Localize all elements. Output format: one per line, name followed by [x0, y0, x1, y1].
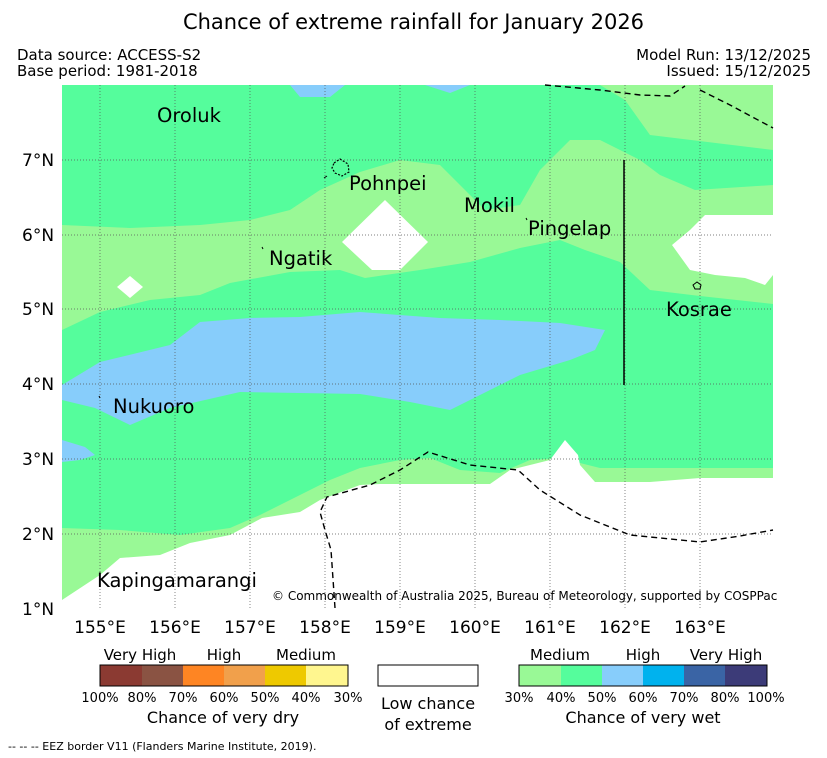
- dry-medium-label: Medium: [276, 646, 336, 664]
- pohnpei-islet: [323, 175, 328, 179]
- graticule: [62, 85, 773, 608]
- meta-left: Data source: ACCESS-S2 Base period: 1981…: [17, 47, 201, 79]
- meta-right: Model Run: 13/12/2025 Issued: 15/12/2025: [636, 47, 811, 79]
- dry-title: Chance of very dry: [147, 708, 299, 727]
- dry-high-label: High: [207, 646, 241, 664]
- pohnpei-island: [331, 158, 350, 177]
- low-line2: of extreme: [384, 715, 471, 734]
- legend-dry: Very High High Medium 100% 80% 70% 60% 5…: [81, 646, 362, 727]
- region-very-high-wet: [62, 312, 605, 425]
- lat-label: 1°N: [22, 600, 54, 620]
- lat-label: 2°N: [22, 525, 54, 545]
- region-very-high-wet-top: [290, 85, 345, 97]
- lat-label: 5°N: [22, 300, 54, 320]
- wet-tick: 80%: [711, 691, 740, 706]
- dry-tick: 40%: [292, 691, 321, 706]
- region-very-high-wet-top2: [425, 85, 470, 93]
- wet-very-high-label: Very High: [690, 646, 763, 664]
- label-pohnpei: Pohnpei: [349, 172, 427, 195]
- lat-label: 7°N: [22, 151, 54, 171]
- dry-swatch: [142, 665, 183, 686]
- wet-swatch: [725, 665, 767, 686]
- kosrae-island: [692, 281, 702, 290]
- low-line1: Low chance: [381, 694, 475, 713]
- issued-date: Issued: 15/12/2025: [666, 62, 811, 80]
- eez-border: [319, 84, 774, 609]
- region-low-chance-south: [62, 440, 773, 608]
- dry-swatch: [306, 665, 348, 686]
- dry-swatch: [265, 665, 306, 686]
- lon-label: 157°E: [224, 618, 276, 638]
- data-source: Data source: ACCESS-S2: [17, 46, 202, 64]
- page-title: Chance of extreme rainfall for January 2…: [182, 10, 645, 34]
- dry-swatch: [224, 665, 265, 686]
- pingelap-islet: [525, 217, 528, 221]
- region-low-chance-west: [117, 276, 143, 298]
- label-ngatik: Ngatik: [269, 247, 333, 270]
- wet-swatch: [684, 665, 725, 686]
- ngatik-islet: [261, 246, 264, 250]
- wet-tick: 100%: [747, 691, 784, 706]
- lon-label: 155°E: [74, 618, 126, 638]
- label-kapingamarangi: Kapingamarangi: [97, 569, 257, 592]
- label-pingelap: Pingelap: [528, 217, 611, 240]
- dry-tick: 80%: [128, 691, 157, 706]
- low-swatch: [377, 664, 479, 687]
- label-nukuoro: Nukuoro: [113, 395, 194, 418]
- lon-label: 161°E: [524, 618, 576, 638]
- lon-label: 162°E: [599, 618, 651, 638]
- wet-tick: 50%: [588, 691, 617, 706]
- label-mokil: Mokil: [464, 194, 515, 217]
- legend-low: Low chance of extreme: [377, 664, 479, 734]
- wet-tick: 40%: [547, 691, 576, 706]
- nukuoro-islet: [98, 395, 101, 399]
- base-period: Base period: 1981-2018: [17, 62, 198, 80]
- lat-axis: 7°N 6°N 5°N 4°N 3°N 2°N 1°N: [22, 151, 54, 620]
- region-low-chance-east: [672, 215, 773, 285]
- legend-wet: Medium High Very High 30% 40% 50% 60% 70…: [505, 646, 785, 727]
- lat-label: 4°N: [22, 375, 54, 395]
- model-run: Model Run: 13/12/2025: [636, 46, 811, 64]
- dry-tick: 30%: [334, 691, 363, 706]
- wet-title: Chance of very wet: [565, 708, 720, 727]
- dry-very-high-label: Very High: [104, 646, 177, 664]
- dry-tick: 50%: [251, 691, 280, 706]
- wet-swatch: [561, 665, 602, 686]
- wet-medium-label: Medium: [530, 646, 590, 664]
- lon-axis: 155°E 156°E 157°E 158°E 159°E 160°E 161°…: [74, 618, 726, 638]
- region-low-chance-center: [342, 200, 428, 270]
- wet-high-label: High: [626, 646, 660, 664]
- lat-label: 6°N: [22, 226, 54, 246]
- wet-swatch: [602, 665, 643, 686]
- wet-swatch: [519, 665, 561, 686]
- lon-label: 156°E: [149, 618, 201, 638]
- lon-label: 159°E: [374, 618, 426, 638]
- wet-swatch: [643, 665, 684, 686]
- map-field: [62, 85, 773, 608]
- dry-swatch: [100, 665, 142, 686]
- label-kosrae: Kosrae: [666, 298, 732, 321]
- wet-tick: 60%: [629, 691, 658, 706]
- wet-tick: 30%: [505, 691, 534, 706]
- copyright-notice: © Commonwealth of Australia 2025, Bureau…: [272, 589, 777, 603]
- lat-label: 3°N: [22, 450, 54, 470]
- region-very-high-wet-west: [62, 440, 95, 462]
- dry-swatch: [183, 665, 224, 686]
- lon-label: 160°E: [449, 618, 501, 638]
- dry-tick: 100%: [81, 691, 118, 706]
- eez-footnote: -- -- -- EEZ border V11 (Flanders Marine…: [8, 740, 317, 753]
- region-high-wet-north: [62, 85, 773, 228]
- dry-tick: 60%: [210, 691, 239, 706]
- lon-label: 163°E: [674, 618, 726, 638]
- wet-tick: 70%: [670, 691, 699, 706]
- dry-tick: 70%: [169, 691, 198, 706]
- label-oroluk: Oroluk: [157, 104, 222, 127]
- lon-label: 158°E: [299, 618, 351, 638]
